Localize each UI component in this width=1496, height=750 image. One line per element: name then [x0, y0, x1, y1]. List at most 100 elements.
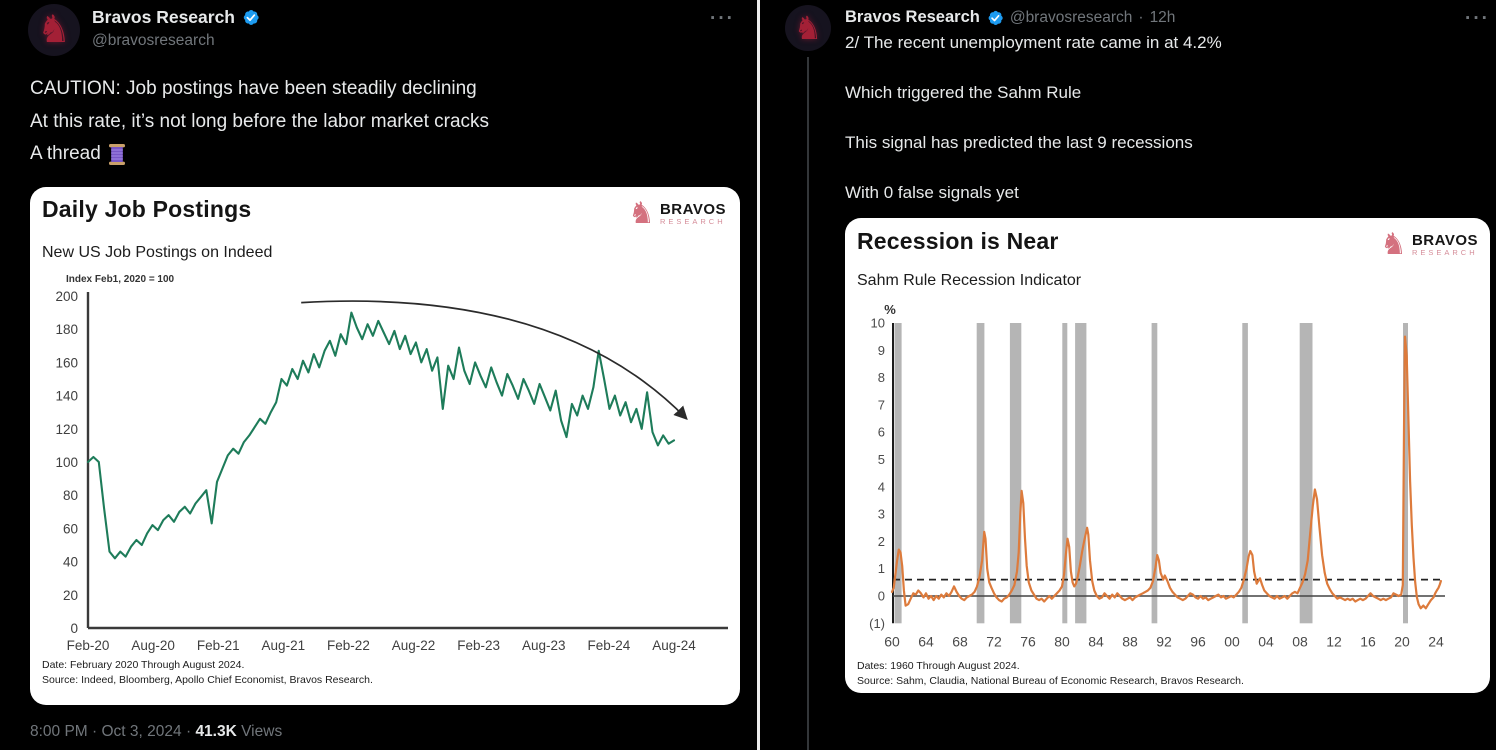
svg-text:Feb-24: Feb-24	[587, 638, 630, 653]
svg-text:00: 00	[1224, 633, 1240, 649]
svg-text:92: 92	[1156, 633, 1172, 649]
views-count: 41.3K	[195, 723, 237, 740]
panel-divider	[757, 0, 760, 750]
svg-text:Feb-20: Feb-20	[67, 638, 110, 653]
thread-connector-line	[807, 57, 809, 750]
jobs-chart-card[interactable]: Daily Job Postings ♞ BRAVOS RESEARCH New…	[30, 187, 740, 705]
knight-chess-icon: ♞	[36, 9, 72, 51]
recession-band	[1242, 323, 1248, 624]
jobs-series-line	[86, 311, 676, 560]
svg-text:4: 4	[878, 479, 885, 494]
svg-text:16: 16	[1360, 633, 1376, 649]
svg-text:88: 88	[1122, 633, 1138, 649]
recession-band	[1299, 323, 1313, 624]
chart-footnote: Dates: 1960 Through August 2024.	[857, 660, 1020, 672]
author-name[interactable]: Bravos Research	[92, 7, 235, 27]
logo-subtitle: RESEARCH	[659, 216, 726, 226]
knight-logo-icon: ♞	[628, 197, 655, 230]
separator-dot: ·	[185, 723, 192, 740]
recession-band	[976, 323, 985, 624]
svg-text:140: 140	[55, 389, 78, 404]
chart-subtitle: New US Job Postings on Indeed	[42, 244, 273, 261]
svg-text:200: 200	[55, 289, 78, 304]
svg-text:04: 04	[1258, 633, 1274, 649]
tweet-text-line: CAUTION: Job postings have been steadily…	[30, 78, 477, 99]
svg-text:40: 40	[63, 555, 78, 570]
tweet-footer: 8:00 PM · Oct 3, 2024 · 41.3K Views	[30, 723, 282, 741]
svg-text:64: 64	[918, 633, 934, 649]
svg-text:12: 12	[1326, 633, 1342, 649]
tweet-text-line: A thread	[30, 143, 101, 164]
svg-text:80: 80	[1054, 633, 1070, 649]
svg-text:5: 5	[878, 452, 885, 467]
author-handle[interactable]: @bravosresearch	[1009, 8, 1133, 26]
chart-footnote: Date: February 2020 Through August 2024.	[42, 659, 245, 671]
svg-text:0: 0	[70, 621, 78, 636]
knight-logo-icon: ♞	[1380, 228, 1407, 261]
more-icon[interactable]: ···	[710, 8, 735, 29]
svg-text:0: 0	[878, 589, 885, 604]
svg-text:72: 72	[986, 633, 1002, 649]
avatar[interactable]: ♞	[785, 5, 831, 51]
y-axis-unit: %	[884, 302, 896, 317]
svg-text:68: 68	[952, 633, 968, 649]
views-label: Views	[241, 723, 283, 740]
svg-text:84: 84	[1088, 633, 1104, 649]
svg-text:08: 08	[1292, 633, 1308, 649]
verified-badge-icon	[243, 9, 259, 25]
axis-note: Index Feb1, 2020 = 100	[66, 274, 175, 285]
svg-text:80: 80	[63, 488, 78, 503]
svg-text:100: 100	[55, 455, 78, 470]
tweet-text-line: Which triggered the Sahm Rule	[845, 83, 1082, 102]
tweet-body: CAUTION: Job postings have been steadily…	[30, 72, 736, 138]
svg-text:Feb-23: Feb-23	[457, 638, 500, 653]
recession-band	[1062, 323, 1068, 624]
svg-text:180: 180	[55, 322, 78, 337]
svg-text:7: 7	[878, 397, 885, 412]
tweet-time[interactable]: 12h	[1149, 8, 1176, 26]
svg-text:6: 6	[878, 425, 885, 440]
chart-footnote: Source: Indeed, Bloomberg, Apollo Chief …	[42, 674, 373, 686]
chart-footnote: Source: Sahm, Claudia, National Bureau o…	[857, 675, 1244, 687]
svg-text:3: 3	[878, 507, 885, 522]
svg-text:120: 120	[55, 422, 78, 437]
sahm-chart-card[interactable]: Recession is Near ♞ BRAVOS RESEARCH Sahm…	[845, 218, 1490, 693]
declining-trend-arrow	[301, 300, 688, 421]
timestamp[interactable]: 8:00 PM · Oct 3, 2024	[30, 723, 182, 740]
chart-title: Recession is Near	[857, 228, 1059, 254]
tweet-text-line: 2/ The recent unemployment rate came in …	[845, 33, 1222, 52]
bravos-logo: ♞ BRAVOS RESEARCH	[628, 199, 726, 229]
tweet-right: ♞ Bravos Research @bravosresearch · 12h …	[768, 0, 1496, 750]
tweet-text-line: At this rate, it’s not long before the l…	[30, 111, 490, 132]
verified-badge-icon	[988, 10, 1003, 25]
x-axis-labels: Feb-20 Aug-20 Feb-21 Aug-21 Feb-22 Aug-22 Feb-…	[67, 638, 697, 653]
svg-text:1: 1	[878, 561, 885, 576]
avatar[interactable]: ♞	[28, 4, 80, 56]
recession-band	[894, 323, 902, 624]
svg-text:9: 9	[878, 343, 885, 358]
recession-band	[1151, 323, 1158, 624]
tweet-text-line: This signal has predicted the last 9 rec…	[845, 133, 1193, 152]
logo-name: BRAVOS	[1411, 231, 1478, 249]
author-handle[interactable]: @bravosresearch	[92, 32, 215, 49]
tweet-text-line: With 0 false signals yet	[845, 183, 1019, 202]
svg-text:20: 20	[63, 588, 78, 603]
thread-spool-icon	[108, 143, 125, 165]
logo-name: BRAVOS	[659, 200, 726, 218]
recession-band	[1403, 323, 1408, 624]
author-name[interactable]: Bravos Research	[845, 8, 980, 26]
svg-text:60: 60	[884, 633, 900, 649]
svg-text:Aug-20: Aug-20	[131, 638, 175, 653]
svg-text:Feb-21: Feb-21	[197, 638, 240, 653]
svg-text:10: 10	[871, 316, 885, 331]
knight-chess-icon: ♞	[793, 10, 823, 46]
svg-text:2: 2	[878, 534, 885, 549]
chart-title: Daily Job Postings	[42, 196, 252, 222]
svg-text:(1): (1)	[869, 616, 885, 631]
svg-text:8: 8	[878, 370, 885, 385]
more-icon[interactable]: ···	[1465, 8, 1490, 29]
sahm-series-line	[890, 335, 1443, 610]
svg-text:Aug-22: Aug-22	[392, 638, 436, 653]
